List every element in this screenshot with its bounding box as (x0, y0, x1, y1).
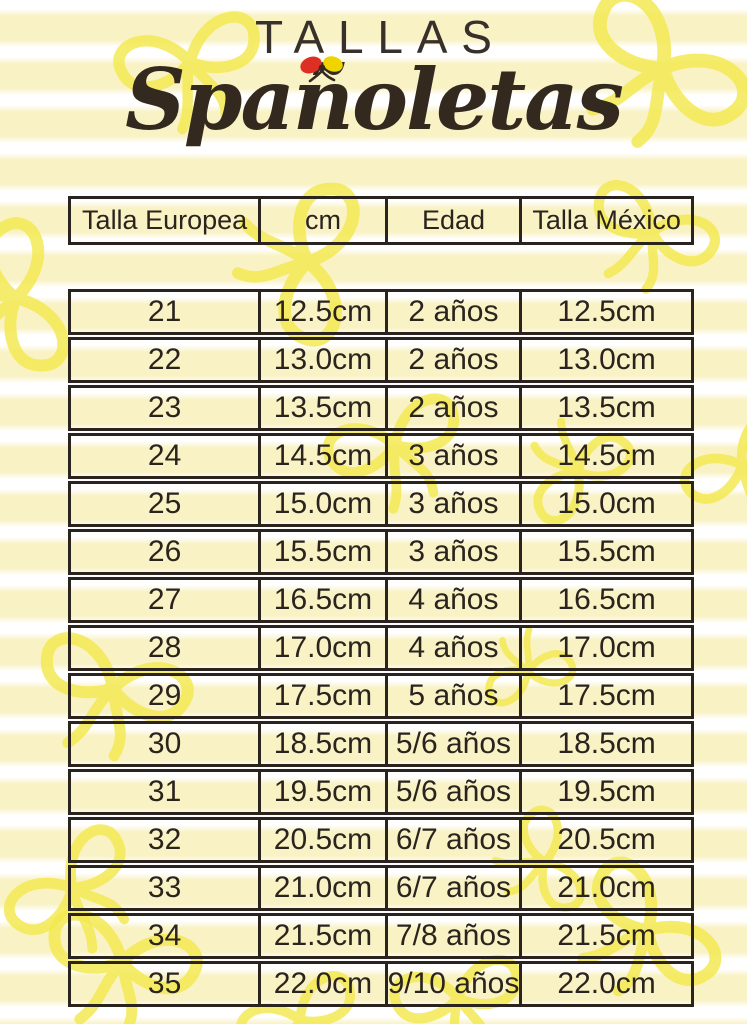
cell-talla-mexico: 21.0cm (519, 868, 691, 908)
cell-talla-europea: 22 (147, 343, 182, 376)
table-row: 25 15.0cm 3 años 15.0cm (68, 481, 694, 527)
header-edad: Edad (384, 199, 520, 242)
table-row: 34 21.5cm 7/8 años 21.5cm (68, 913, 694, 959)
logo-brand: Spañ oletas (0, 55, 747, 144)
cell-cm: 16.5cm (258, 580, 384, 620)
logo-bow-icon (300, 56, 344, 83)
cell-talla-europea: 23 (147, 391, 182, 424)
size-table-header: Talla Europea cm Edad Talla México (68, 196, 694, 245)
header-talla-europea: Talla Europea (82, 205, 248, 235)
cell-talla-mexico: 20.5cm (519, 820, 691, 860)
cell-cm: 22.0cm (258, 964, 384, 1004)
cell-edad: 7/8 años (384, 916, 520, 956)
cell-talla-europea: 35 (147, 967, 182, 1000)
cell-cm: 21.0cm (258, 868, 384, 908)
cell-edad: 6/7 años (384, 820, 520, 860)
cell-talla-europea: 28 (147, 631, 182, 664)
cell-talla-europea: 29 (147, 679, 182, 712)
cell-edad: 2 años (384, 340, 520, 380)
cell-edad: 2 años (384, 292, 520, 332)
cell-edad: 6/7 años (384, 868, 520, 908)
header-cm: cm (258, 199, 384, 242)
cell-talla-europea: 24 (147, 439, 182, 472)
table-row: 32 20.5cm 6/7 años 20.5cm (68, 817, 694, 863)
cell-talla-mexico: 22.0cm (519, 964, 691, 1004)
table-row: 24 14.5cm 3 años 14.5cm (68, 433, 694, 479)
cell-talla-mexico: 13.0cm (519, 340, 691, 380)
table-row: 29 17.5cm 5 años 17.5cm (68, 673, 694, 719)
cell-talla-europea: 21 (147, 295, 182, 328)
cell-edad: 3 años (384, 484, 520, 524)
cell-cm: 20.5cm (258, 820, 384, 860)
cell-talla-europea: 30 (147, 727, 182, 760)
cell-edad: 9/10 años (384, 964, 519, 1004)
table-row: 27 16.5cm 4 años 16.5cm (68, 577, 694, 623)
table-row: 31 19.5cm 5/6 años 19.5cm (68, 769, 694, 815)
logo-brand-post: oletas (352, 50, 624, 149)
cell-cm: 17.5cm (258, 676, 384, 716)
cell-edad: 3 años (384, 532, 520, 572)
logo-brand-enye: ñ (293, 55, 354, 144)
cell-cm: 19.5cm (258, 772, 384, 812)
cell-cm: 14.5cm (258, 436, 384, 476)
cell-edad: 4 años (384, 628, 520, 668)
cell-talla-mexico: 15.0cm (519, 484, 691, 524)
cell-talla-mexico: 15.5cm (519, 532, 691, 572)
table-row: 23 13.5cm 2 años 13.5cm (68, 385, 694, 431)
cell-talla-europea: 33 (147, 871, 182, 904)
cell-cm: 15.0cm (258, 484, 384, 524)
cell-talla-mexico: 13.5cm (519, 388, 691, 428)
cell-talla-mexico: 14.5cm (519, 436, 691, 476)
cell-edad: 5/6 años (384, 772, 520, 812)
table-row: 22 13.0cm 2 años 13.0cm (68, 337, 694, 383)
cell-edad: 2 años (384, 388, 520, 428)
table-row: 35 22.0cm 9/10 años 22.0cm (68, 961, 694, 1007)
cell-cm: 15.5cm (258, 532, 384, 572)
table-row: 33 21.0cm 6/7 años 21.0cm (68, 865, 694, 911)
header-talla-mexico: Talla México (519, 199, 691, 242)
cell-talla-mexico: 17.0cm (519, 628, 691, 668)
cell-cm: 13.5cm (258, 388, 384, 428)
cell-edad: 4 años (384, 580, 520, 620)
cell-cm: 12.5cm (258, 292, 384, 332)
cell-talla-mexico: 21.5cm (519, 916, 691, 956)
logo-title: TALLAS (255, 11, 506, 63)
logo: TALLAS Spañ oletas (0, 0, 747, 144)
cell-cm: 18.5cm (258, 724, 384, 764)
bow-doodle-icon (0, 219, 68, 386)
cell-talla-europea: 32 (147, 823, 182, 856)
cell-edad: 3 años (384, 436, 520, 476)
cell-cm: 21.5cm (258, 916, 384, 956)
cell-talla-europea: 34 (147, 919, 182, 952)
cell-talla-mexico: 19.5cm (519, 772, 691, 812)
cell-talla-europea: 25 (147, 487, 182, 520)
cell-talla-europea: 26 (147, 535, 182, 568)
table-row: 28 17.0cm 4 años 17.0cm (68, 625, 694, 671)
cell-talla-mexico: 12.5cm (519, 292, 691, 332)
cell-talla-mexico: 18.5cm (519, 724, 691, 764)
cell-talla-mexico: 17.5cm (519, 676, 691, 716)
table-row: 26 15.5cm 3 años 15.5cm (68, 529, 694, 575)
cell-talla-europea: 31 (147, 775, 182, 808)
logo-brand-pre: Spa (125, 50, 295, 149)
cell-talla-mexico: 16.5cm (519, 580, 691, 620)
size-table-body: 21 12.5cm 2 años 12.5cm 22 13.0cm 2 años 13.0cm… (68, 289, 694, 1007)
cell-talla-europea: 27 (147, 583, 182, 616)
cell-cm: 17.0cm (258, 628, 384, 668)
table-row: 21 12.5cm 2 años 12.5cm (68, 289, 694, 335)
cell-edad: 5 años (384, 676, 520, 716)
cell-cm: 13.0cm (258, 340, 384, 380)
cell-edad: 5/6 años (384, 724, 520, 764)
table-row: 30 18.5cm 5/6 años 18.5cm (68, 721, 694, 767)
